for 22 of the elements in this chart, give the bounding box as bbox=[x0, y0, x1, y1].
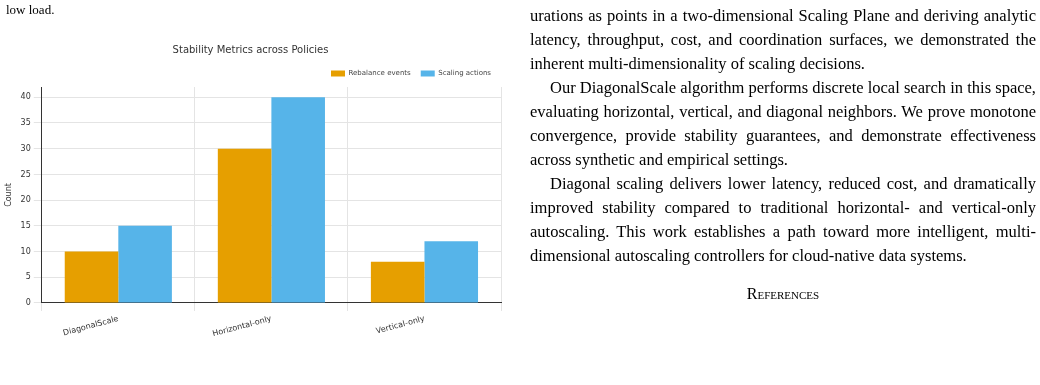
bar bbox=[271, 97, 325, 303]
y-tick-label: 40 bbox=[20, 92, 31, 102]
text: Diagonal scaling delivers lower latency, reduced cost, and dramatically improved stability compared to traditional horizontal- and vertical-only autoscaling. This work establishes a path toward more intelligent, multi-dimensional autoscaling controllers for cloud-native data systems. bbox=[530, 173, 1036, 267]
bar bbox=[370, 261, 425, 303]
y-tick-label: 10 bbox=[20, 246, 31, 256]
y-tick-label: 35 bbox=[20, 118, 31, 128]
chart-title: Stability Metrics across Policies bbox=[172, 43, 329, 55]
bar bbox=[118, 225, 172, 303]
text: urations as points in a two-dimensional Scaling Plane and deriving analytic latency, throughput, cost, and coordination surfaces, we demonstrated the inherent multi-dimensionality of scaling decisions. bbox=[530, 5, 1036, 75]
bar bbox=[64, 251, 119, 303]
y-tick-label: 30 bbox=[20, 143, 31, 153]
y-axis-title: Count bbox=[3, 183, 13, 207]
y-tick-label: 25 bbox=[20, 169, 31, 179]
text: low load. bbox=[6, 2, 55, 18]
y-tick-label: 0 bbox=[25, 298, 31, 308]
y-tick-label: 20 bbox=[20, 195, 31, 205]
y-tick-label: 15 bbox=[20, 220, 31, 230]
text: Our DiagonalScale algorithm performs discrete local search in this space, evaluating horizontal, vertical, and diagonal neighbors. We prove monotone convergence, provide stability guarantees, and demonstrate effectiveness across synthetic and empirical settings. bbox=[530, 77, 1036, 171]
y-tick-label: 5 bbox=[25, 272, 31, 282]
text: References bbox=[745, 284, 821, 304]
bar bbox=[217, 148, 272, 303]
bar bbox=[424, 241, 479, 303]
